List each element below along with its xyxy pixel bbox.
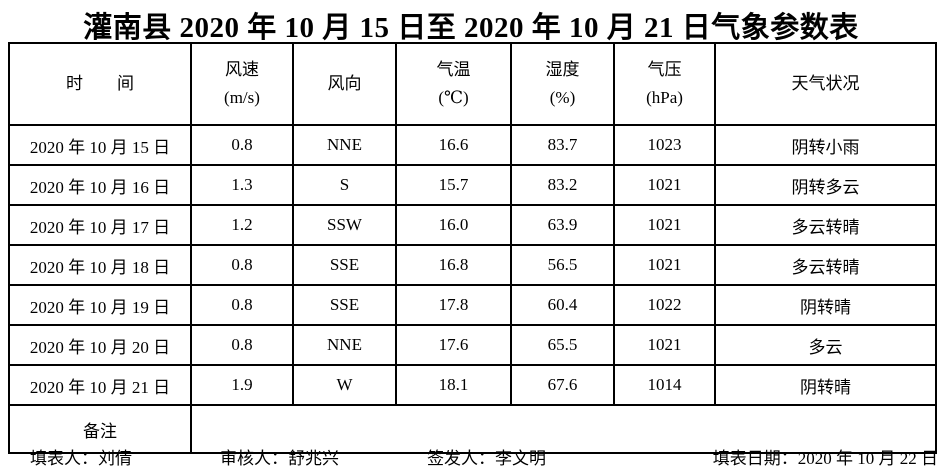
cell-date: 2020 年 10 月 21 日 xyxy=(8,364,192,406)
cell-wind-direction: SSW xyxy=(292,204,397,246)
cell-pressure: 1021 xyxy=(613,324,716,366)
table-row: 2020 年 10 月 20 日 0.8 NNE 17.6 65.5 1021 … xyxy=(8,324,937,366)
header-pressure: 气压 (hPa) xyxy=(613,42,716,126)
reviewed-by: 审核人：舒兆兴 xyxy=(220,449,339,468)
cell-date: 2020 年 10 月 18 日 xyxy=(8,244,192,286)
cell-temperature: 16.8 xyxy=(395,244,512,286)
cell-wind-speed: 1.2 xyxy=(190,204,294,246)
cell-humidity: 65.5 xyxy=(510,324,615,366)
header-humidity: 湿度 (%) xyxy=(510,42,615,126)
cell-weather: 阴转小雨 xyxy=(714,124,937,166)
weather-table: 时 间 风速 (m/s) 风向 气温 (℃) 湿度 (%) 气压 (hPa) xyxy=(8,42,937,454)
cell-weather: 多云转晴 xyxy=(714,204,937,246)
header-wind-speed: 风速 (m/s) xyxy=(190,42,294,126)
table-row: 2020 年 10 月 17 日 1.2 SSW 16.0 63.9 1021 … xyxy=(8,204,937,246)
cell-wind-speed: 0.8 xyxy=(190,124,294,166)
header-weather: 天气状况 xyxy=(714,42,937,126)
cell-temperature: 18.1 xyxy=(395,364,512,406)
header-wind-direction: 风向 xyxy=(292,42,397,126)
remark-label: 备注 xyxy=(8,404,192,454)
cell-pressure: 1021 xyxy=(613,164,716,206)
cell-weather: 多云转晴 xyxy=(714,244,937,286)
header-time: 时 间 xyxy=(8,42,192,126)
table-row: 2020 年 10 月 21 日 1.9 W 18.1 67.6 1014 阴转… xyxy=(8,364,937,406)
header-humidity-unit: (%) xyxy=(549,88,576,107)
cell-humidity: 60.4 xyxy=(510,284,615,326)
header-temperature-unit: (℃) xyxy=(438,88,469,107)
cell-date: 2020 年 10 月 19 日 xyxy=(8,284,192,326)
cell-temperature: 17.6 xyxy=(395,324,512,366)
header-temperature: 气温 (℃) xyxy=(395,42,512,126)
cell-wind-direction: NNE xyxy=(292,124,397,166)
remark-row: 备注 xyxy=(8,404,937,454)
cell-humidity: 56.5 xyxy=(510,244,615,286)
cell-pressure: 1023 xyxy=(613,124,716,166)
cell-wind-direction: W xyxy=(292,364,397,406)
cell-wind-direction: SSE xyxy=(292,244,397,286)
cell-wind-speed: 0.8 xyxy=(190,244,294,286)
table-row: 2020 年 10 月 18 日 0.8 SSE 16.8 56.5 1021 … xyxy=(8,244,937,286)
header-pressure-unit: (hPa) xyxy=(646,88,683,107)
issued-by: 签发人：李文明 xyxy=(427,449,546,468)
cell-wind-direction: SSE xyxy=(292,284,397,326)
cell-humidity: 83.2 xyxy=(510,164,615,206)
header-humidity-label: 湿度 xyxy=(545,59,580,79)
header-temperature-label: 气温 xyxy=(436,59,471,79)
cell-temperature: 16.6 xyxy=(395,124,512,166)
table-header-row: 时 间 风速 (m/s) 风向 气温 (℃) 湿度 (%) 气压 (hPa) xyxy=(8,42,937,126)
cell-temperature: 17.8 xyxy=(395,284,512,326)
cell-wind-speed: 0.8 xyxy=(190,284,294,326)
cell-wind-direction: S xyxy=(292,164,397,206)
cell-temperature: 15.7 xyxy=(395,164,512,206)
cell-weather: 阴转晴 xyxy=(714,284,937,326)
page-title: 灌南县 2020 年 10 月 15 日至 2020 年 10 月 21 日气象… xyxy=(83,12,859,44)
cell-weather: 阴转多云 xyxy=(714,164,937,206)
cell-pressure: 1022 xyxy=(613,284,716,326)
remark-value xyxy=(190,404,937,454)
cell-pressure: 1021 xyxy=(613,204,716,246)
cell-date: 2020 年 10 月 16 日 xyxy=(8,164,192,206)
cell-wind-speed: 1.9 xyxy=(190,364,294,406)
cell-humidity: 83.7 xyxy=(510,124,615,166)
filled-by: 填表人：刘倩 xyxy=(30,449,132,468)
cell-date: 2020 年 10 月 17 日 xyxy=(8,204,192,246)
cell-weather: 阴转晴 xyxy=(714,364,937,406)
table-row: 2020 年 10 月 19 日 0.8 SSE 17.8 60.4 1022 … xyxy=(8,284,937,326)
cell-date: 2020 年 10 月 15 日 xyxy=(8,124,192,166)
cell-pressure: 1014 xyxy=(613,364,716,406)
cell-wind-speed: 0.8 xyxy=(190,324,294,366)
cell-wind-direction: NNE xyxy=(292,324,397,366)
cell-temperature: 16.0 xyxy=(395,204,512,246)
cell-humidity: 63.9 xyxy=(510,204,615,246)
header-pressure-label: 气压 xyxy=(647,59,682,79)
table-row: 2020 年 10 月 15 日 0.8 NNE 16.6 83.7 1023 … xyxy=(8,124,937,166)
cell-weather: 多云 xyxy=(714,324,937,366)
table-row: 2020 年 10 月 16 日 1.3 S 15.7 83.2 1021 阴转… xyxy=(8,164,937,206)
cell-wind-speed: 1.3 xyxy=(190,164,294,206)
fill-date: 填表日期：2020 年 10 月 22 日 xyxy=(712,449,938,468)
header-wind-speed-unit: (m/s) xyxy=(224,88,260,107)
cell-pressure: 1021 xyxy=(613,244,716,286)
cell-date: 2020 年 10 月 20 日 xyxy=(8,324,192,366)
signature-footer: 填表人：刘倩 审核人：舒兆兴 签发人：李文明 填表日期：2020 年 10 月 … xyxy=(0,444,942,468)
cell-humidity: 67.6 xyxy=(510,364,615,406)
header-wind-speed-label: 风速 xyxy=(225,59,259,79)
